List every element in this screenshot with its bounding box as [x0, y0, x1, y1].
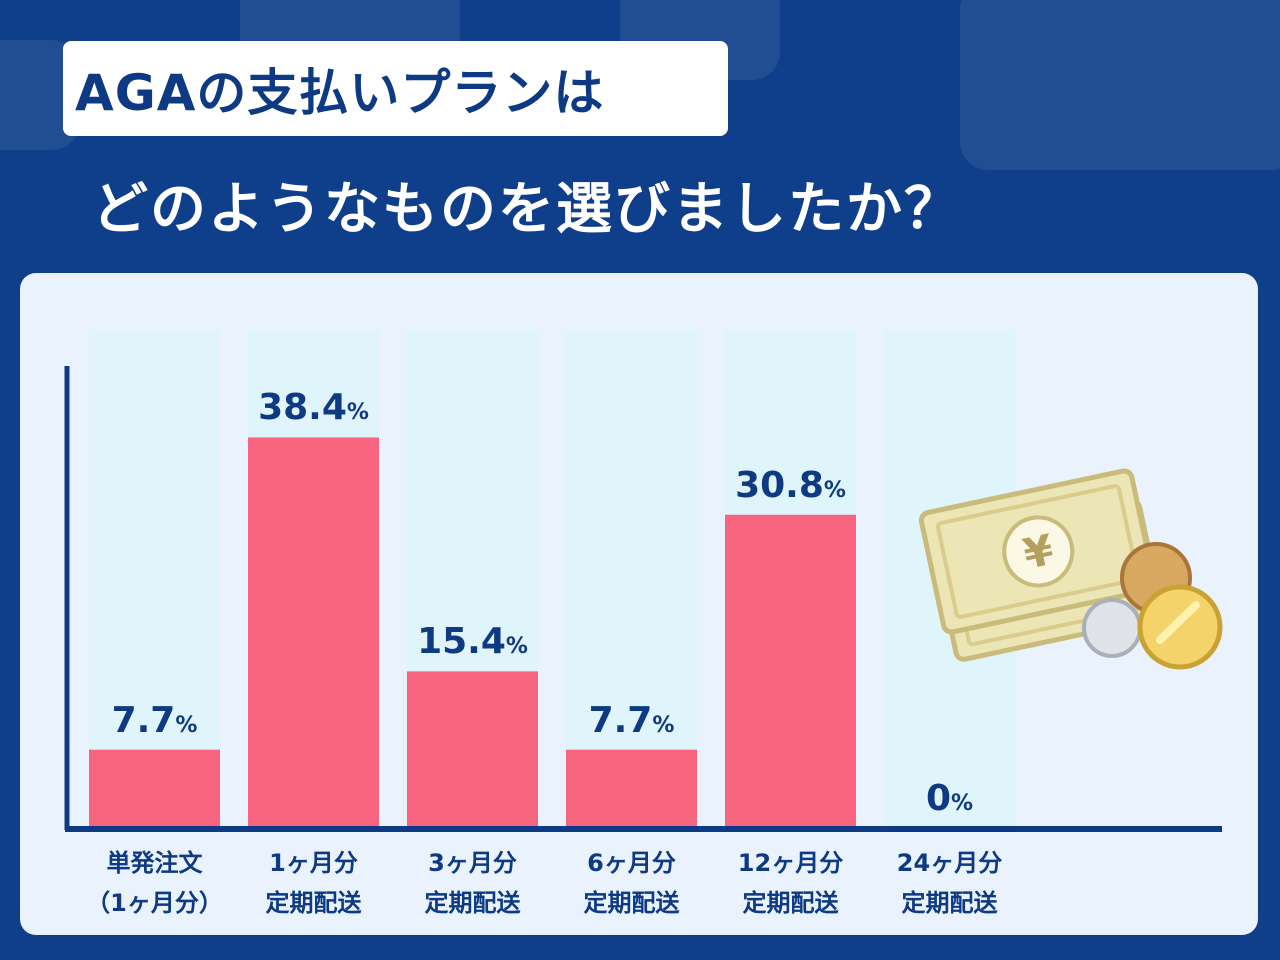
gold-coin-shine [1156, 601, 1200, 644]
category-tick-label-line: 12ヶ月分 [737, 849, 844, 877]
bar [566, 749, 697, 828]
data-label-value: 7.7 [111, 699, 176, 741]
page-subtitle-question: どのようなものを選びましたか？ [92, 177, 962, 242]
banknote-front: ¥ [918, 468, 1157, 635]
category-tick-label: 単発注文 （1ヶ月分） [70, 843, 240, 923]
category-tick-label-line: 定期配送 [265, 889, 362, 917]
bar [248, 437, 379, 828]
data-label-unit: % [505, 634, 528, 660]
category-tick-label-line: 単発注文 [106, 849, 203, 877]
page-title: AGAの支払いプランは [75, 63, 605, 122]
column-track [566, 330, 697, 828]
data-label: 30.8% [706, 465, 876, 506]
gold-coin [1137, 584, 1223, 670]
category-tick-label-line: 定期配送 [424, 889, 521, 917]
data-label-value: 38.4 [258, 387, 347, 429]
category-tick-label: 1ヶ月分定期配送 [229, 843, 399, 923]
data-label-unit: % [652, 712, 675, 738]
title-line1-box: AGAの支払いプランは [63, 41, 728, 136]
category-tick-label-line: 24ヶ月分 [896, 849, 1003, 877]
category-tick-label-line: （1ヶ月分） [86, 889, 223, 917]
category-tick-label-line: 定期配送 [901, 889, 998, 917]
category-tick-label: 6ヶ月分定期配送 [547, 843, 717, 923]
data-label: 7.7% [70, 700, 240, 741]
data-label-unit: % [951, 791, 974, 816]
category-tick-label-line: 3ヶ月分 [428, 849, 517, 877]
category-tick-label-line: 定期配送 [583, 889, 680, 917]
banknote-inner-border [936, 484, 1140, 619]
bar [407, 671, 538, 828]
category-tick-label-line: 6ヶ月分 [587, 849, 676, 877]
data-label-unit: % [346, 400, 369, 426]
yen-banknotes-and-coins-icon: ¥ [918, 468, 1223, 670]
category-tick-label-line: 1ヶ月分 [269, 849, 358, 877]
bar [89, 749, 220, 828]
category-tick-label: 3ヶ月分定期配送 [388, 843, 558, 923]
data-label-value: 30.8 [735, 464, 824, 506]
data-label: 7.7% [547, 700, 717, 741]
data-label: 15.4% [388, 621, 558, 662]
data-label-value: 0 [925, 778, 951, 819]
data-label-value: 15.4 [417, 621, 506, 663]
background-speech-bubble-shape [960, 0, 1280, 170]
category-tick-label: 12ヶ月分定期配送 [706, 843, 876, 923]
category-tick-label: 24ヶ月分定期配送 [865, 843, 1035, 923]
data-label-value: 7.7 [588, 699, 653, 741]
data-label: 38.4% [229, 387, 399, 428]
data-label-unit: % [175, 712, 198, 738]
data-label-unit: % [823, 477, 846, 503]
bar [725, 514, 856, 828]
silver-coin [1082, 598, 1142, 658]
banknote-emblem [1002, 515, 1075, 588]
data-label: 0% [865, 778, 1035, 819]
column-track [89, 330, 220, 828]
category-tick-label-line: 定期配送 [742, 889, 839, 917]
